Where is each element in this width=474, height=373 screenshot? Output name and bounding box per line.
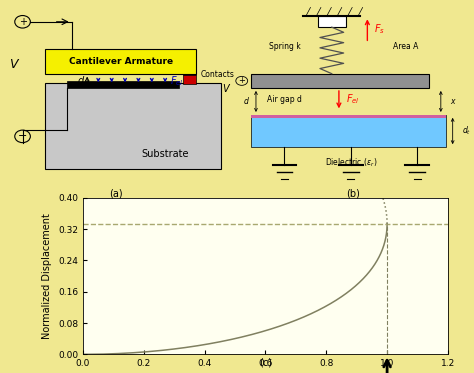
- Text: (a): (a): [109, 188, 123, 198]
- Text: (c): (c): [259, 357, 272, 367]
- Bar: [183, 66, 196, 75]
- Text: $F_{el}$: $F_{el}$: [170, 74, 183, 88]
- Text: (b): (b): [346, 188, 360, 198]
- Bar: [318, 16, 346, 27]
- Text: $d_t$: $d_t$: [462, 125, 471, 137]
- Text: Cantilever Armature: Cantilever Armature: [69, 57, 173, 66]
- Text: d: d: [77, 76, 83, 86]
- Bar: [251, 115, 446, 147]
- Text: $F_s$: $F_s$: [374, 22, 385, 36]
- Text: +: +: [238, 76, 245, 85]
- Text: $F_{el}$: $F_{el}$: [346, 92, 360, 106]
- Bar: [45, 48, 196, 74]
- Text: −: −: [18, 131, 27, 141]
- Bar: [45, 83, 221, 169]
- Bar: [67, 81, 179, 88]
- Text: x: x: [450, 97, 455, 106]
- Text: V: V: [222, 84, 228, 94]
- Bar: [251, 74, 429, 88]
- Text: d: d: [244, 97, 249, 106]
- Text: Air gap d: Air gap d: [267, 95, 302, 104]
- Text: Contacts: Contacts: [201, 70, 235, 79]
- Text: Spring k: Spring k: [269, 43, 300, 51]
- Text: Substrate: Substrate: [141, 149, 189, 159]
- Text: Dielectric ($\varepsilon_r$): Dielectric ($\varepsilon_r$): [325, 157, 377, 169]
- Bar: [251, 115, 446, 119]
- Text: V: V: [9, 58, 18, 71]
- Text: +: +: [18, 17, 27, 27]
- Y-axis label: Normalized Displacement: Normalized Displacement: [42, 213, 53, 339]
- Bar: [183, 75, 196, 84]
- Text: Area A: Area A: [392, 43, 418, 51]
